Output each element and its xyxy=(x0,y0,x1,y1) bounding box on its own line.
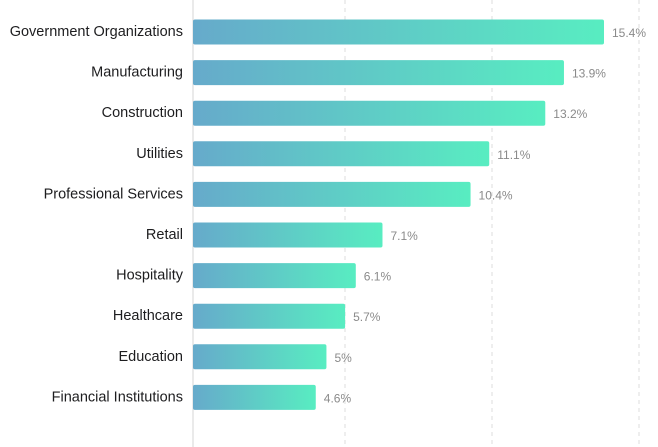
category-label-2: Construction xyxy=(102,105,183,121)
category-label-8: Education xyxy=(119,349,184,365)
value-label-0: 15.4% xyxy=(612,26,646,40)
value-label-1: 13.9% xyxy=(572,67,606,81)
bar-4 xyxy=(193,181,471,207)
value-label-7: 5.7% xyxy=(353,310,381,324)
category-label-5: Retail xyxy=(146,227,183,243)
bar-1 xyxy=(193,60,564,86)
category-label-7: Healthcare xyxy=(113,308,183,324)
category-label-0: Government Organizations xyxy=(10,24,183,40)
labels: Government Organizations 15.4% Manufacturi… xyxy=(10,24,647,405)
category-label-3: Utilities xyxy=(136,146,183,162)
bar-3 xyxy=(193,141,490,167)
value-label-5: 7.1% xyxy=(390,229,418,243)
bars xyxy=(193,19,604,410)
value-label-9: 4.6% xyxy=(324,391,352,405)
category-label-4: Professional Services xyxy=(44,186,183,202)
bar-6 xyxy=(193,263,356,289)
value-label-6: 6.1% xyxy=(364,270,392,284)
value-label-3: 11.1% xyxy=(497,148,530,162)
bar-5 xyxy=(193,222,383,248)
value-label-2: 13.2% xyxy=(553,107,587,121)
category-label-1: Manufacturing xyxy=(91,65,183,81)
bar-7 xyxy=(193,303,346,329)
value-label-4: 10.4% xyxy=(479,188,513,202)
category-label-6: Hospitality xyxy=(116,268,184,284)
bar-0 xyxy=(193,19,604,45)
bar-9 xyxy=(193,384,316,410)
bar-8 xyxy=(193,344,327,370)
bar-2 xyxy=(193,100,546,126)
category-label-9: Financial Institutions xyxy=(52,389,183,405)
value-label-8: 5% xyxy=(334,351,352,365)
